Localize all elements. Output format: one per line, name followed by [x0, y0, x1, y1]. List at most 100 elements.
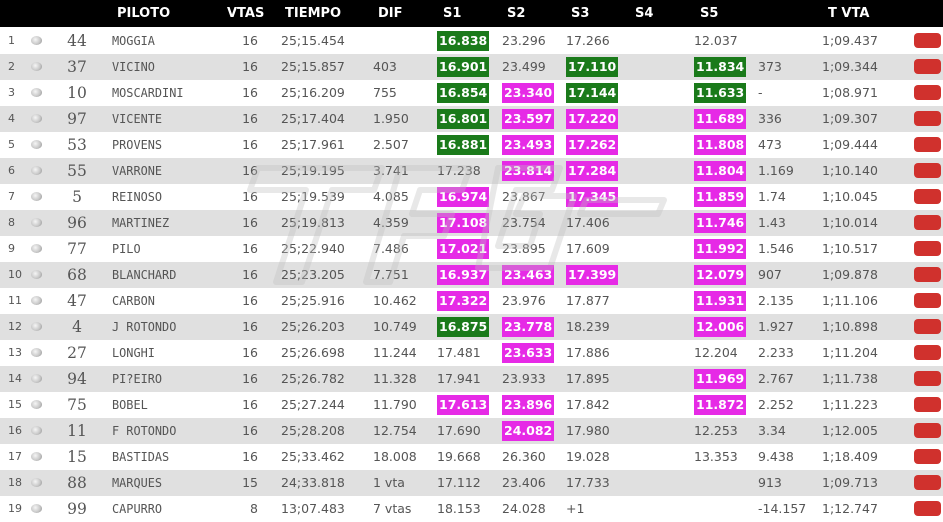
sector-s5-cell: 11.746 [694, 213, 747, 233]
table-row[interactable]: 2 37 VICINO 16 25;15.857 403 16.901 23.499 17.11… [0, 54, 943, 80]
laps-cell: 8 [250, 501, 258, 516]
position-cell: 7 [8, 190, 15, 203]
table-row[interactable]: 10 68 BLANCHARD 16 25;23.205 7.751 16.937 23.46… [0, 262, 943, 288]
position-cell: 10 [8, 268, 22, 281]
laps-cell: 16 [242, 111, 258, 126]
table-header: PILOTO VTAS TIEMPO DIF S1 S2 S3 S4 S5 T … [0, 0, 943, 27]
lap-time-cell: 1;12.747 [822, 501, 878, 516]
car-number-cell: 47 [67, 292, 87, 310]
car-number-cell: 94 [67, 370, 87, 388]
lap-time-cell: 1;09.307 [822, 111, 878, 126]
flag-icon [31, 296, 42, 305]
flag-icon [31, 88, 42, 97]
lap-time-cell: 1;09.344 [822, 59, 878, 74]
lap-gap-cell: 2.233 [758, 345, 794, 360]
table-row[interactable]: 15 75 BOBEL 16 25;27.244 11.790 17.613 23.896 17… [0, 392, 943, 418]
lap-time-cell: 1;10.517 [822, 241, 878, 256]
sector-s3-cell: 17.345 [566, 187, 619, 207]
gap-cell: 11.790 [373, 397, 417, 412]
position-cell: 8 [8, 216, 15, 229]
driver-name-cell: PILO [112, 241, 141, 256]
sector-s3-cell: 17.266 [566, 33, 610, 48]
sector-s1-cell: 16.801 [437, 109, 490, 129]
sector-s1-cell: 16.901 [437, 57, 490, 77]
table-row[interactable]: 11 47 CARBON 16 25;25.916 10.462 17.322 23.976 1… [0, 288, 943, 314]
table-row[interactable]: 3 10 MOSCARDINI 16 25;16.209 755 16.854 23.340 1… [0, 80, 943, 106]
time-cell: 25;19.813 [281, 215, 345, 230]
sector-s5-cell: 11.872 [694, 395, 747, 415]
driver-name-cell: MARQUES [112, 475, 163, 490]
sector-s2-cell: 24.082 [502, 421, 555, 441]
table-row[interactable]: 13 27 LONGHI 16 25;26.698 11.244 17.481 23.633 1… [0, 340, 943, 366]
sector-s2-cell: 23.778 [502, 317, 555, 337]
gap-cell: 1.950 [373, 111, 409, 126]
lap-gap-cell: 907 [758, 267, 782, 282]
sector-s2-cell: 23.896 [502, 395, 555, 415]
flag-icon [31, 270, 42, 279]
table-row[interactable]: 19 99 CAPURRO 8 13;07.483 7 vtas 18.153 24.028 +… [0, 496, 943, 522]
sector-s3-cell: 17.877 [566, 293, 610, 308]
sector-s5-cell: 13.353 [694, 449, 738, 464]
table-row[interactable]: 14 94 PI?EIRO 16 25;26.782 11.328 17.941 23.933… [0, 366, 943, 392]
sector-s2-cell: 23.933 [502, 371, 546, 386]
status-indicator [914, 345, 941, 360]
time-cell: 25;17.404 [281, 111, 345, 126]
status-indicator [914, 267, 941, 282]
sector-s1-cell: 19.668 [437, 449, 481, 464]
gap-cell: 7 vtas [373, 501, 412, 516]
laps-cell: 16 [242, 215, 258, 230]
status-indicator [914, 319, 941, 334]
laps-cell: 16 [242, 293, 258, 308]
sector-s1-cell: 17.112 [437, 475, 481, 490]
time-cell: 25;33.462 [281, 449, 345, 464]
flag-icon [31, 140, 42, 149]
sector-s5-cell: 12.037 [694, 33, 738, 48]
gap-cell: 7.486 [373, 241, 409, 256]
status-indicator [914, 59, 941, 74]
table-row[interactable]: 12 4 J ROTONDO 16 25;26.203 10.749 16.875 23.77… [0, 314, 943, 340]
table-row[interactable]: 17 15 BASTIDAS 16 25;33.462 18.008 19.668 26.36… [0, 444, 943, 470]
table-row[interactable]: 1 44 MOGGIA 16 25;15.454 16.838 23.296 17.266 12… [0, 28, 943, 54]
sector-s2-cell: 23.976 [502, 293, 546, 308]
lap-gap-cell: 913 [758, 475, 782, 490]
position-cell: 12 [8, 320, 22, 333]
table-row[interactable]: 18 88 MARQUES 15 24;33.818 1 vta 17.112 23.406 1… [0, 470, 943, 496]
gap-cell: 1 vta [373, 475, 405, 490]
car-number-cell: 68 [67, 266, 87, 284]
lap-time-cell: 1;09.713 [822, 475, 878, 490]
car-number-cell: 5 [72, 188, 82, 206]
sector-s5-cell: 11.969 [694, 369, 747, 389]
gap-cell: 403 [373, 59, 397, 74]
car-number-cell: 44 [67, 32, 87, 50]
driver-name-cell: CARBON [112, 293, 155, 308]
gap-cell: 7.751 [373, 267, 409, 282]
time-cell: 25;25.916 [281, 293, 345, 308]
header-tvta: T VTA [828, 6, 870, 21]
car-number-cell: 37 [67, 58, 87, 76]
position-cell: 6 [8, 164, 15, 177]
time-cell: 25;26.203 [281, 319, 345, 334]
lap-time-cell: 1;10.898 [822, 319, 878, 334]
time-cell: 25;15.857 [281, 59, 345, 74]
sector-s3-cell: 17.842 [566, 397, 610, 412]
lap-gap-cell: 1.546 [758, 241, 794, 256]
sector-s5-cell: 11.834 [694, 57, 747, 77]
lap-gap-cell: 1.43 [758, 215, 786, 230]
table-row[interactable]: 9 77 PILO 16 25;22.940 7.486 17.021 23.895 17.60… [0, 236, 943, 262]
laps-cell: 16 [242, 267, 258, 282]
sector-s2-cell: 23.814 [502, 161, 555, 181]
car-number-cell: 75 [67, 396, 87, 414]
table-row[interactable]: 6 55 VARRONE 16 25;19.195 3.741 17.238 23.814 17… [0, 158, 943, 184]
status-indicator [914, 501, 941, 516]
table-row[interactable]: 16 11 F ROTONDO 16 25;28.208 12.754 17.690 24.0… [0, 418, 943, 444]
flag-icon [31, 192, 42, 201]
driver-name-cell: REINOSO [112, 189, 163, 204]
table-row[interactable]: 7 5 REINOSO 16 25;19.539 4.085 16.974 23.867 17.… [0, 184, 943, 210]
gap-cell: 4.085 [373, 189, 409, 204]
sector-s3-cell: 17.980 [566, 423, 610, 438]
table-row[interactable]: 5 53 PROVENS 16 25;17.961 2.507 16.881 23.493 17… [0, 132, 943, 158]
table-row[interactable]: 8 96 MARTINEZ 16 25;19.813 4.359 17.108 23.754 1… [0, 210, 943, 236]
table-row[interactable]: 4 97 VICENTE 16 25;17.404 1.950 16.801 23.597 17… [0, 106, 943, 132]
sector-s2-cell: 23.633 [502, 343, 555, 363]
sector-s1-cell: 17.481 [437, 345, 481, 360]
